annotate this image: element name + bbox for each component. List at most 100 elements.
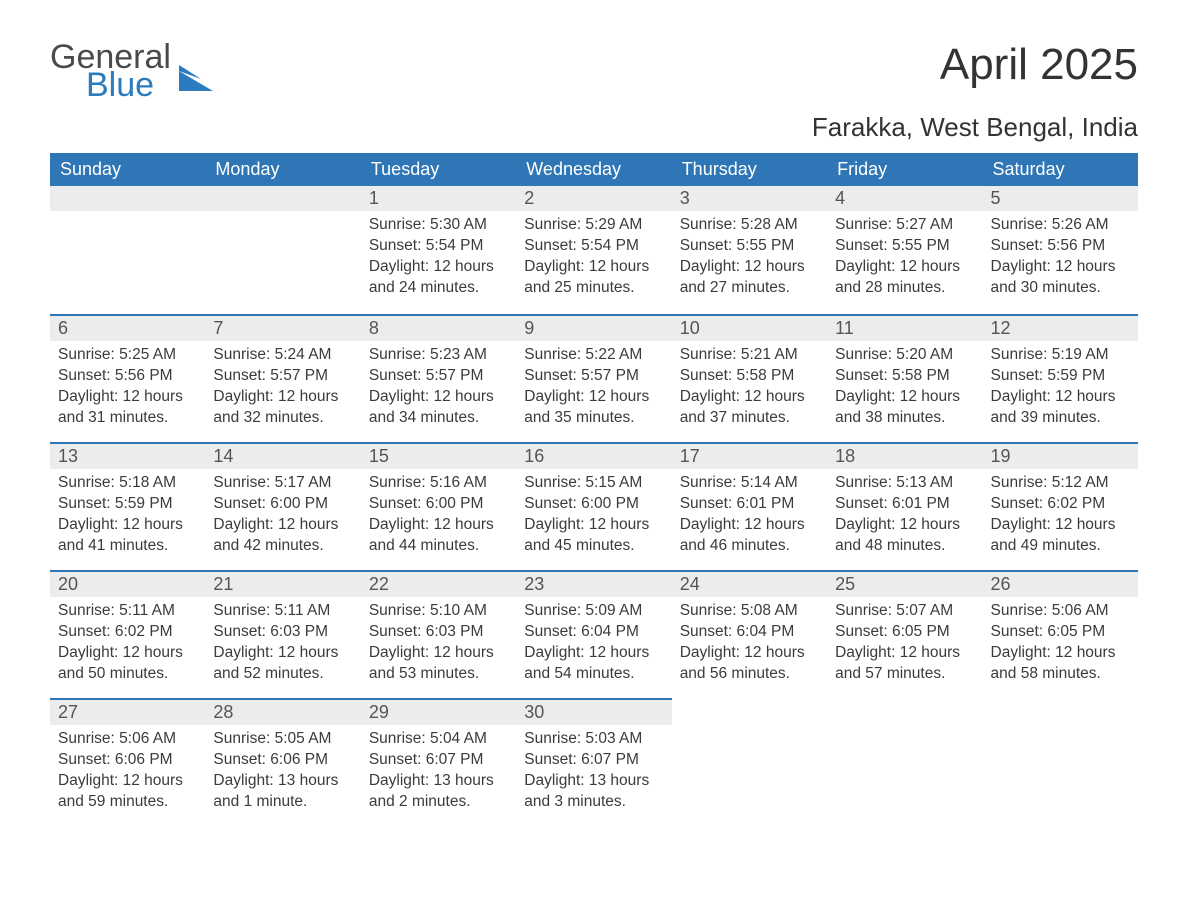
day-details: Sunrise: 5:19 AMSunset: 5:59 PMDaylight:…: [983, 341, 1138, 435]
sunset-line: Sunset: 5:57 PM: [213, 366, 352, 387]
daylight-line: Daylight: 12 hours and 27 minutes.: [680, 257, 819, 299]
day-details: Sunrise: 5:15 AMSunset: 6:00 PMDaylight:…: [516, 469, 671, 563]
sunset-line: Sunset: 5:57 PM: [369, 366, 508, 387]
daylight-line: Daylight: 12 hours and 28 minutes.: [835, 257, 974, 299]
calendar-week-row: 13Sunrise: 5:18 AMSunset: 5:59 PMDayligh…: [50, 442, 1138, 570]
calendar-week-row: 1Sunrise: 5:30 AMSunset: 5:54 PMDaylight…: [50, 186, 1138, 314]
sunrise-line: Sunrise: 5:07 AM: [835, 601, 974, 622]
day-details: Sunrise: 5:17 AMSunset: 6:00 PMDaylight:…: [205, 469, 360, 563]
day-details: Sunrise: 5:13 AMSunset: 6:01 PMDaylight:…: [827, 469, 982, 563]
calendar-body: 1Sunrise: 5:30 AMSunset: 5:54 PMDaylight…: [50, 186, 1138, 826]
daylight-line: Daylight: 12 hours and 32 minutes.: [213, 387, 352, 429]
daylight-line: Daylight: 12 hours and 58 minutes.: [991, 643, 1130, 685]
calendar-cell: 28Sunrise: 5:05 AMSunset: 6:06 PMDayligh…: [205, 698, 360, 826]
sunset-line: Sunset: 6:05 PM: [835, 622, 974, 643]
sunrise-line: Sunrise: 5:14 AM: [680, 473, 819, 494]
calendar-cell: 16Sunrise: 5:15 AMSunset: 6:00 PMDayligh…: [516, 442, 671, 570]
day-details: Sunrise: 5:06 AMSunset: 6:06 PMDaylight:…: [50, 725, 205, 819]
day-number: 29: [361, 698, 516, 725]
daylight-line: Daylight: 13 hours and 1 minute.: [213, 771, 352, 813]
calendar-cell: 29Sunrise: 5:04 AMSunset: 6:07 PMDayligh…: [361, 698, 516, 826]
calendar-cell: 13Sunrise: 5:18 AMSunset: 5:59 PMDayligh…: [50, 442, 205, 570]
sunset-line: Sunset: 5:54 PM: [524, 236, 663, 257]
calendar-cell: 10Sunrise: 5:21 AMSunset: 5:58 PMDayligh…: [672, 314, 827, 442]
daylight-line: Daylight: 13 hours and 2 minutes.: [369, 771, 508, 813]
calendar-week-row: 20Sunrise: 5:11 AMSunset: 6:02 PMDayligh…: [50, 570, 1138, 698]
weekday-header: Tuesday: [361, 153, 516, 186]
calendar-cell: 15Sunrise: 5:16 AMSunset: 6:00 PMDayligh…: [361, 442, 516, 570]
day-number: 12: [983, 314, 1138, 341]
page-title: April 2025: [940, 40, 1138, 90]
sunset-line: Sunset: 5:54 PM: [369, 236, 508, 257]
brand-flag-icon: [179, 65, 213, 96]
calendar-cell: 8Sunrise: 5:23 AMSunset: 5:57 PMDaylight…: [361, 314, 516, 442]
day-details: Sunrise: 5:03 AMSunset: 6:07 PMDaylight:…: [516, 725, 671, 819]
calendar-cell: [205, 186, 360, 314]
daylight-line: Daylight: 12 hours and 42 minutes.: [213, 515, 352, 557]
sunset-line: Sunset: 6:01 PM: [835, 494, 974, 515]
day-number: 22: [361, 570, 516, 597]
sunset-line: Sunset: 5:58 PM: [835, 366, 974, 387]
day-number: 10: [672, 314, 827, 341]
daylight-line: Daylight: 12 hours and 48 minutes.: [835, 515, 974, 557]
sunset-line: Sunset: 6:07 PM: [369, 750, 508, 771]
sunrise-line: Sunrise: 5:06 AM: [991, 601, 1130, 622]
day-details: Sunrise: 5:20 AMSunset: 5:58 PMDaylight:…: [827, 341, 982, 435]
day-number: 7: [205, 314, 360, 341]
calendar-cell: 26Sunrise: 5:06 AMSunset: 6:05 PMDayligh…: [983, 570, 1138, 698]
day-details: Sunrise: 5:30 AMSunset: 5:54 PMDaylight:…: [361, 211, 516, 305]
sunset-line: Sunset: 6:03 PM: [369, 622, 508, 643]
day-number: 15: [361, 442, 516, 469]
sunset-line: Sunset: 6:06 PM: [213, 750, 352, 771]
sunset-line: Sunset: 6:04 PM: [524, 622, 663, 643]
day-number: 9: [516, 314, 671, 341]
sunrise-line: Sunrise: 5:20 AM: [835, 345, 974, 366]
sunrise-line: Sunrise: 5:12 AM: [991, 473, 1130, 494]
calendar-week-row: 6Sunrise: 5:25 AMSunset: 5:56 PMDaylight…: [50, 314, 1138, 442]
day-details: Sunrise: 5:12 AMSunset: 6:02 PMDaylight:…: [983, 469, 1138, 563]
daylight-line: Daylight: 12 hours and 37 minutes.: [680, 387, 819, 429]
calendar-cell: 23Sunrise: 5:09 AMSunset: 6:04 PMDayligh…: [516, 570, 671, 698]
sunset-line: Sunset: 6:01 PM: [680, 494, 819, 515]
sunset-line: Sunset: 5:56 PM: [991, 236, 1130, 257]
day-number: 13: [50, 442, 205, 469]
day-details: Sunrise: 5:23 AMSunset: 5:57 PMDaylight:…: [361, 341, 516, 435]
calendar-cell: 24Sunrise: 5:08 AMSunset: 6:04 PMDayligh…: [672, 570, 827, 698]
weekday-header: Friday: [827, 153, 982, 186]
day-number: 18: [827, 442, 982, 469]
daylight-line: Daylight: 12 hours and 57 minutes.: [835, 643, 974, 685]
sunrise-line: Sunrise: 5:08 AM: [680, 601, 819, 622]
day-number: 2: [516, 186, 671, 211]
day-details: Sunrise: 5:28 AMSunset: 5:55 PMDaylight:…: [672, 211, 827, 305]
sunset-line: Sunset: 6:03 PM: [213, 622, 352, 643]
calendar-cell: 1Sunrise: 5:30 AMSunset: 5:54 PMDaylight…: [361, 186, 516, 314]
day-details: Sunrise: 5:26 AMSunset: 5:56 PMDaylight:…: [983, 211, 1138, 305]
day-number: 3: [672, 186, 827, 211]
calendar-cell: 22Sunrise: 5:10 AMSunset: 6:03 PMDayligh…: [361, 570, 516, 698]
sunset-line: Sunset: 5:56 PM: [58, 366, 197, 387]
day-number: 24: [672, 570, 827, 597]
sunrise-line: Sunrise: 5:05 AM: [213, 729, 352, 750]
daylight-line: Daylight: 12 hours and 25 minutes.: [524, 257, 663, 299]
header: General Blue April 2025: [50, 40, 1138, 102]
sunrise-line: Sunrise: 5:11 AM: [213, 601, 352, 622]
sunset-line: Sunset: 6:06 PM: [58, 750, 197, 771]
daylight-line: Daylight: 12 hours and 49 minutes.: [991, 515, 1130, 557]
daylight-line: Daylight: 12 hours and 44 minutes.: [369, 515, 508, 557]
daylight-line: Daylight: 12 hours and 52 minutes.: [213, 643, 352, 685]
day-number: 30: [516, 698, 671, 725]
daylight-line: Daylight: 12 hours and 45 minutes.: [524, 515, 663, 557]
empty-daynum-bar: [205, 186, 360, 211]
day-details: Sunrise: 5:21 AMSunset: 5:58 PMDaylight:…: [672, 341, 827, 435]
weekday-header: Wednesday: [516, 153, 671, 186]
sunrise-line: Sunrise: 5:13 AM: [835, 473, 974, 494]
calendar-table: SundayMondayTuesdayWednesdayThursdayFrid…: [50, 153, 1138, 826]
calendar-cell: 25Sunrise: 5:07 AMSunset: 6:05 PMDayligh…: [827, 570, 982, 698]
day-number: 4: [827, 186, 982, 211]
sunset-line: Sunset: 6:02 PM: [58, 622, 197, 643]
calendar-cell: 20Sunrise: 5:11 AMSunset: 6:02 PMDayligh…: [50, 570, 205, 698]
day-details: Sunrise: 5:06 AMSunset: 6:05 PMDaylight:…: [983, 597, 1138, 691]
calendar-cell: 5Sunrise: 5:26 AMSunset: 5:56 PMDaylight…: [983, 186, 1138, 314]
sunrise-line: Sunrise: 5:22 AM: [524, 345, 663, 366]
weekday-header: Thursday: [672, 153, 827, 186]
